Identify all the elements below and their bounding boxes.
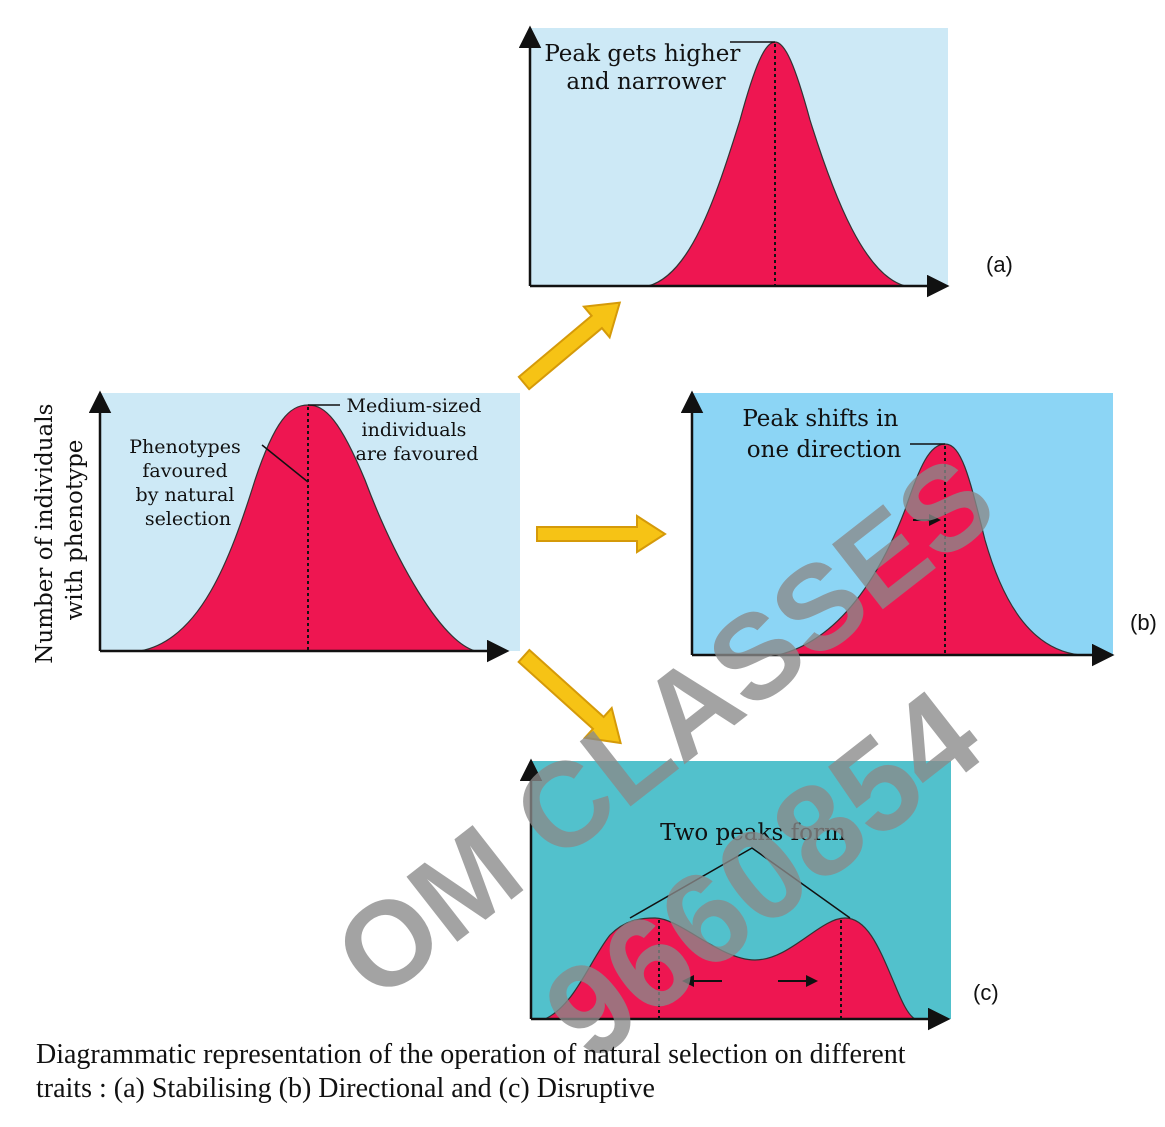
original-population-panel: Phenotypes favoured by natural selection…: [32, 390, 520, 664]
arrow-to-panel-b-icon: [536, 514, 667, 554]
panel-a-stabilising: Peak gets higher and narrower (a): [518, 25, 1013, 298]
caption-line-2: traits : (a) Stabilising (b) Directional…: [36, 1073, 655, 1104]
panel-b-shift-arrow-icon: [913, 514, 941, 526]
panel-c-label: Two peaks form: [660, 820, 846, 846]
figure-caption: Diagrammatic representation of the opera…: [36, 1038, 1146, 1106]
panel-a-label: Peak gets higher and narrower: [544, 41, 747, 95]
label-phenotypes-favoured: Phenotypes favoured by natural selection: [129, 436, 247, 530]
panel-c-right-arrow-icon: [778, 975, 818, 987]
panel-b-directional: Peak shifts in one direction (b): [680, 390, 1157, 667]
panel-b-label: Peak shifts in one direction: [742, 406, 905, 463]
y-axis-label: Number of individuals with phenotype: [32, 396, 88, 663]
panel-c-tag: (c): [973, 980, 999, 1005]
panel-c-left-arrow-icon: [682, 975, 722, 987]
panel-b-tag: (b): [1130, 610, 1157, 635]
label-medium-sized-favoured: Medium-sized individuals are favoured: [347, 395, 488, 465]
panel-c-disruptive: Two peaks form (c): [519, 758, 999, 1031]
arrow-to-panel-a-icon: [517, 301, 622, 391]
panel-c-leader: [629, 847, 851, 919]
panel-a-tag: (a): [986, 252, 1013, 277]
arrow-to-panel-c-icon: [517, 648, 622, 745]
panel-a-distribution-curve: [647, 41, 906, 287]
panel-c-distribution-curve: [544, 917, 918, 1020]
caption-line-1: Diagrammatic representation of the opera…: [36, 1039, 906, 1070]
original-leader-left: [261, 444, 309, 483]
